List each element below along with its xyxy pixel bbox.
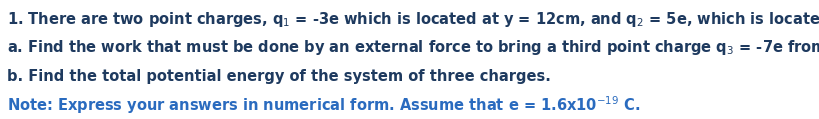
Text: b. Find the total potential energy of the system of three charges.: b. Find the total potential energy of th… — [7, 69, 550, 84]
Text: a. Find the work that must be done by an external force to bring a third point c: a. Find the work that must be done by an… — [7, 38, 819, 57]
Text: 1. There are two point charges, q$_1$ = -3e which is located at y = 12cm, and q$: 1. There are two point charges, q$_1$ = … — [7, 10, 819, 29]
Text: Note: Express your answers in numerical form. Assume that e = 1.6x10$^{-19}$ C.: Note: Express your answers in numerical … — [7, 94, 640, 116]
